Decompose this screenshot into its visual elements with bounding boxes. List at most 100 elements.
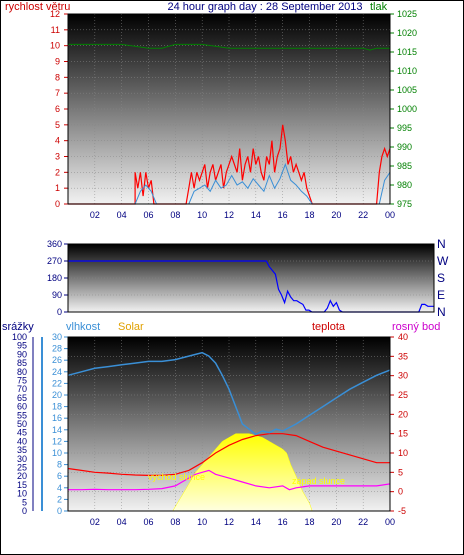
solar-label: Solar bbox=[118, 321, 144, 333]
wind-time-axis: 02 04 06 08 10 12 14 16 18 20 22 00 bbox=[90, 210, 395, 220]
climate-time-tick-label: 16 bbox=[278, 517, 288, 527]
rain-tick-label: 20 bbox=[17, 471, 27, 481]
rain-tick-label: 85 bbox=[17, 358, 27, 368]
pressure-tick-label: 995 bbox=[397, 123, 412, 133]
dew-point-label: rosný bod bbox=[392, 321, 440, 333]
humidity-tick-label: 20 bbox=[52, 390, 62, 400]
temperature-tick-label: 35 bbox=[398, 351, 408, 361]
rain-tick-label: 90 bbox=[17, 349, 27, 359]
humidity-tick-label: 18 bbox=[52, 402, 62, 412]
rain-axis: 0510152025303540455055606570758085909510… bbox=[12, 332, 34, 516]
pressure-tick-label: 1005 bbox=[397, 85, 417, 95]
wind-speed-tick-label: 3 bbox=[55, 152, 60, 162]
rain-tick-label: 40 bbox=[17, 436, 27, 446]
humidity-tick-label: 12 bbox=[52, 436, 62, 446]
climate-time-tick-label: 10 bbox=[197, 517, 207, 527]
rain-tick-label: 70 bbox=[17, 384, 27, 394]
sunset-annotation: západ slunce bbox=[292, 476, 345, 486]
wind-speed-tick-label: 11 bbox=[51, 25, 60, 35]
temperature-tick-label: 0 bbox=[398, 487, 403, 497]
rain-tick-label: 35 bbox=[17, 445, 27, 455]
wind-speed-tick-label: 9 bbox=[55, 57, 60, 67]
pressure-tick-label: 1015 bbox=[397, 47, 417, 57]
wind-speed-tick-label: 8 bbox=[55, 72, 60, 82]
wind-time-tick-label: 10 bbox=[197, 210, 207, 220]
climate-time-tick-label: 18 bbox=[304, 517, 314, 527]
temperature-tick-label: 15 bbox=[398, 429, 408, 439]
solar-series bbox=[172, 433, 313, 512]
solar-area bbox=[172, 433, 313, 512]
direction-axis: 0 90 180 270 360 bbox=[47, 239, 68, 317]
pressure-tick-label: 990 bbox=[397, 142, 412, 152]
climate-time-tick-label: 06 bbox=[143, 517, 153, 527]
rain-tick-label: 100 bbox=[12, 332, 27, 342]
rain-tick-label: 75 bbox=[17, 376, 27, 386]
rain-tick-label: 0 bbox=[22, 506, 27, 516]
rain-tick-label: 50 bbox=[17, 419, 27, 429]
pressure-axis: 975 980 985 990 995 1000 1005 1010 1015 1020 1025 bbox=[390, 9, 417, 209]
pressure-tick-label: 1010 bbox=[397, 66, 417, 76]
wind-time-tick-label: 12 bbox=[224, 210, 234, 220]
wind-panel-bg bbox=[68, 14, 390, 204]
wind-speed-tick-label: 1 bbox=[55, 183, 60, 193]
rain-tick-label: 30 bbox=[17, 454, 27, 464]
rain-tick-label: 60 bbox=[17, 402, 27, 412]
humidity-tick-label: 16 bbox=[52, 413, 62, 423]
dew-point-line bbox=[68, 469, 391, 491]
rain-tick-label: 95 bbox=[17, 341, 27, 351]
direction-tick-label: 270 bbox=[47, 256, 62, 266]
wind-time-tick-label: 20 bbox=[331, 210, 341, 220]
humidity-tick-label: 10 bbox=[52, 448, 62, 458]
temperature-tick-label: 40 bbox=[398, 332, 408, 342]
humidity-tick-label: 28 bbox=[52, 344, 62, 354]
temperature-tick-label: 20 bbox=[398, 409, 408, 419]
sunrise-annotation: východ slunce bbox=[148, 472, 205, 482]
rain-tick-label: 5 bbox=[22, 497, 27, 507]
temperature-line bbox=[67, 433, 390, 476]
temperature-axis: -5 0 5 10 15 20 25 30 35 40 bbox=[390, 332, 408, 516]
climate-time-tick-label: 12 bbox=[224, 517, 234, 527]
wind-speed-tick-label: 10 bbox=[50, 41, 60, 51]
climate-time-tick-label: 14 bbox=[251, 517, 261, 527]
rain-tick-label: 65 bbox=[17, 393, 27, 403]
wind-time-tick-label: 22 bbox=[358, 210, 368, 220]
direction-tick-label: 90 bbox=[52, 290, 62, 300]
wind-time-tick-label: 18 bbox=[304, 210, 314, 220]
rain-tick-label: 45 bbox=[17, 428, 27, 438]
pressure-tick-label: 1000 bbox=[397, 104, 417, 114]
climate-time-tick-label: 04 bbox=[117, 517, 127, 527]
pressure-tick-label: 1025 bbox=[397, 9, 417, 19]
humidity-tick-label: 14 bbox=[52, 425, 62, 435]
direction-tick-label: 360 bbox=[47, 239, 62, 249]
wind-time-tick-label: 06 bbox=[143, 210, 153, 220]
rain-label: srážky bbox=[2, 321, 34, 333]
climate-time-tick-label: 00 bbox=[385, 517, 395, 527]
compass-label: S bbox=[437, 271, 445, 285]
wind-panel-border bbox=[67, 13, 391, 205]
rain-tick-label: 15 bbox=[17, 480, 27, 490]
wind-speed-tick-label: 4 bbox=[55, 136, 60, 146]
humidity-tick-label: 30 bbox=[52, 332, 62, 342]
wind-speed-tick-label: 12 bbox=[50, 9, 60, 19]
wind-speed-tick-label: 6 bbox=[55, 104, 60, 114]
humidity-tick-label: 2 bbox=[57, 494, 62, 504]
climate-panel-border bbox=[67, 336, 391, 512]
wind-time-tick-label: 14 bbox=[251, 210, 261, 220]
temperature-label: teplota bbox=[312, 321, 346, 333]
pressure-tick-label: 980 bbox=[397, 180, 412, 190]
humidity-tick-label: 6 bbox=[57, 471, 62, 481]
climate-time-tick-label: 08 bbox=[170, 517, 180, 527]
compass-label: W bbox=[437, 254, 449, 268]
rain-tick-label: 80 bbox=[17, 367, 27, 377]
compass-label: N bbox=[437, 237, 446, 251]
direction-panel-border bbox=[67, 243, 435, 313]
temperature-tick-label: -5 bbox=[398, 506, 406, 516]
climate-time-tick-label: 02 bbox=[90, 517, 100, 527]
wind-time-tick-label: 02 bbox=[90, 210, 100, 220]
humidity-tick-label: 24 bbox=[52, 367, 62, 377]
humidity-label: vlhkost bbox=[66, 321, 100, 333]
rain-tick-label: 10 bbox=[17, 489, 27, 499]
temperature-tick-label: 30 bbox=[398, 371, 408, 381]
temperature-tick-label: 5 bbox=[398, 467, 403, 477]
